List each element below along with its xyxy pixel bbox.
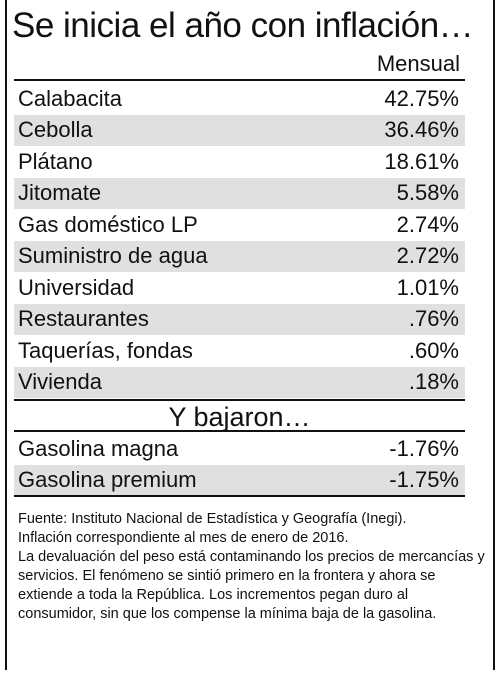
item-label: Gas doméstico LP — [18, 211, 198, 237]
item-label: Gasolina magna — [18, 435, 179, 461]
item-value: -1.76% — [389, 435, 459, 461]
table-row: Gas doméstico LP 2.74% — [14, 209, 465, 241]
item-value: 18.61% — [384, 148, 459, 174]
table-row: Suministro de agua 2.72% — [14, 240, 465, 272]
inflation-table: Calabacita 42.75% Cebolla 36.46% Plátano… — [14, 83, 465, 496]
item-value: 42.75% — [384, 85, 459, 111]
source-note: Fuente: Instituto Nacional de Estadístic… — [18, 511, 407, 527]
item-label: Plátano — [18, 148, 93, 174]
item-value: .18% — [408, 369, 459, 395]
table-row: Cebolla 36.46% — [14, 114, 465, 146]
item-label: Universidad — [18, 274, 135, 300]
item-label: Cebolla — [18, 117, 93, 143]
left-border — [5, 0, 7, 670]
item-label: Taquerías, fondas — [18, 337, 193, 363]
column-header-mensual: Mensual — [376, 51, 460, 76]
table-row: Calabacita 42.75% — [14, 83, 465, 115]
item-value: .60% — [408, 337, 459, 363]
item-label: Gasolina premium — [18, 467, 197, 493]
period-note: Inflación correspondiente al mes de ener… — [18, 530, 349, 546]
table-row: Universidad 1.01% — [14, 272, 465, 304]
item-label: Vivienda — [18, 369, 102, 395]
divider-top — [14, 79, 465, 81]
item-value: 1.01% — [396, 274, 459, 300]
right-border — [493, 0, 495, 670]
table-row: Gasolina magna -1.76% — [14, 433, 465, 465]
table-row: Taquerías, fondas .60% — [14, 335, 465, 367]
section-subheading: Y bajaron… — [14, 399, 465, 432]
table-row: Jitomate 5.58% — [14, 177, 465, 209]
item-value: 5.58% — [396, 180, 459, 206]
item-label: Jitomate — [18, 180, 102, 206]
body-text: La devaluación del peso está contaminand… — [18, 549, 485, 622]
footnote: Fuente: Instituto Nacional de Estadístic… — [18, 510, 490, 624]
item-value: 2.74% — [396, 211, 459, 237]
table-row: Gasolina premium -1.75% — [14, 464, 465, 496]
item-value: 36.46% — [384, 117, 459, 143]
item-label: Calabacita — [18, 85, 122, 111]
item-value: -1.75% — [389, 467, 459, 493]
divider-bottom — [14, 495, 465, 497]
item-value: .76% — [408, 306, 459, 332]
table-row: Plátano 18.61% — [14, 146, 465, 178]
page-title: Se inicia el año con inflación… — [12, 6, 474, 45]
item-label: Suministro de agua — [18, 243, 208, 269]
item-value: 2.72% — [396, 243, 459, 269]
table-row: Restaurantes .76% — [14, 303, 465, 335]
item-label: Restaurantes — [18, 306, 149, 332]
table-row: Vivienda .18% — [14, 366, 465, 398]
